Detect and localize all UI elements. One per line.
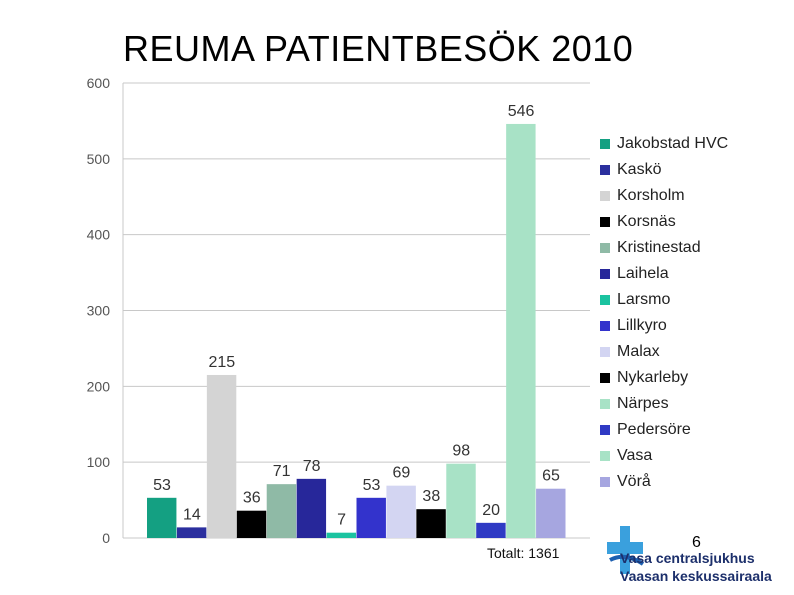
legend-label: Kaskö bbox=[617, 161, 662, 178]
y-tick-label: 400 bbox=[87, 227, 111, 243]
data-label: 14 bbox=[183, 506, 201, 523]
legend-item: Korsholm bbox=[600, 183, 728, 209]
legend-item: Kaskö bbox=[600, 157, 728, 183]
legend-label: Vasa bbox=[617, 447, 653, 464]
legend-swatch bbox=[600, 269, 610, 279]
legend-label: Nykarleby bbox=[617, 369, 689, 386]
legend-swatch bbox=[600, 139, 610, 149]
bar-peders-re bbox=[476, 522, 506, 538]
legend-swatch bbox=[600, 321, 610, 331]
total-label: Totalt: 1361 bbox=[487, 545, 560, 561]
bar-jakobstad-hvc bbox=[147, 497, 177, 538]
bar-nykarleby bbox=[416, 509, 446, 538]
bar-malax bbox=[386, 485, 416, 538]
bar-kask- bbox=[176, 527, 207, 538]
bar-laihela bbox=[296, 478, 327, 538]
legend-swatch bbox=[600, 243, 610, 253]
data-label: 546 bbox=[508, 103, 535, 120]
bar-larsmo bbox=[326, 532, 356, 538]
data-label: 38 bbox=[422, 488, 440, 505]
legend-swatch bbox=[600, 373, 610, 383]
legend-item: Laihela bbox=[600, 261, 728, 287]
legend-item: Larsmo bbox=[600, 287, 728, 313]
legend-swatch bbox=[600, 477, 610, 487]
legend-label: Malax bbox=[617, 343, 660, 360]
y-tick-label: 0 bbox=[102, 530, 110, 546]
legend-swatch bbox=[600, 165, 610, 175]
legend-item: Pedersöre bbox=[600, 417, 728, 443]
data-label: 65 bbox=[542, 468, 560, 485]
data-label: 98 bbox=[452, 443, 470, 460]
legend-swatch bbox=[600, 347, 610, 357]
legend-label: Korsnäs bbox=[617, 213, 676, 230]
data-label: 20 bbox=[482, 502, 500, 519]
logo-line-1: Vasa centralsjukhus bbox=[620, 550, 755, 566]
legend-swatch bbox=[600, 451, 610, 461]
legend-swatch bbox=[600, 295, 610, 305]
legend-item: Vasa bbox=[600, 443, 728, 469]
slide-number: 6 bbox=[692, 534, 701, 551]
legend: Jakobstad HVC Kaskö Korsholm Korsnäs Kristin… bbox=[600, 131, 728, 495]
legend-item: Vörå bbox=[600, 469, 728, 495]
logo-line-2: Vaasan keskussairaala bbox=[620, 568, 772, 584]
legend-swatch bbox=[600, 425, 610, 435]
legend-label: Pedersöre bbox=[617, 421, 691, 438]
legend-swatch bbox=[600, 399, 610, 409]
data-label: 53 bbox=[363, 477, 381, 494]
legend-label: Korsholm bbox=[617, 187, 685, 204]
y-axis-ticks: 0 100 200 300 400 500 600 bbox=[87, 75, 111, 546]
bar-kristinestad bbox=[266, 484, 297, 538]
legend-item: Korsnäs bbox=[600, 209, 728, 235]
y-tick-label: 600 bbox=[87, 75, 111, 91]
legend-item: Jakobstad HVC bbox=[600, 131, 728, 157]
data-label: 69 bbox=[392, 465, 410, 482]
legend-swatch bbox=[600, 191, 610, 201]
bar-n-rpes bbox=[446, 463, 476, 538]
legend-item: Malax bbox=[600, 339, 728, 365]
legend-label: Vörå bbox=[617, 473, 651, 490]
data-label: 215 bbox=[208, 354, 235, 371]
bar-korsn-s bbox=[236, 510, 267, 538]
y-tick-label: 100 bbox=[87, 454, 111, 470]
bar-v-r- bbox=[536, 488, 566, 538]
data-label: 78 bbox=[303, 458, 321, 475]
legend-item: Närpes bbox=[600, 391, 728, 417]
bar-vasa bbox=[506, 123, 536, 538]
bar-lillkyro bbox=[356, 497, 386, 538]
hospital-logo: Vasa centralsjukhus Vaasan keskussairaal… bbox=[605, 520, 790, 590]
legend-label: Lillkyro bbox=[617, 317, 667, 334]
legend-item: Kristinestad bbox=[600, 235, 728, 261]
data-labels: 53 14 215 36 71 78 7 53 69 38 98 20 546 65 bbox=[153, 103, 560, 529]
bars bbox=[147, 123, 566, 538]
legend-label: Jakobstad HVC bbox=[617, 135, 729, 152]
legend-label: Närpes bbox=[617, 395, 669, 412]
legend-swatch bbox=[600, 217, 610, 227]
data-label: 53 bbox=[153, 477, 171, 494]
y-tick-label: 300 bbox=[87, 303, 111, 319]
y-tick-label: 500 bbox=[87, 151, 111, 167]
cross-logo-icon bbox=[607, 526, 645, 574]
data-label: 7 bbox=[337, 512, 346, 529]
legend-item: Lillkyro bbox=[600, 313, 728, 339]
legend-item: Nykarleby bbox=[600, 365, 728, 391]
legend-label: Laihela bbox=[617, 265, 669, 282]
data-label: 71 bbox=[273, 463, 291, 480]
data-label: 36 bbox=[243, 490, 261, 507]
chart-title: REUMA PATIENTBESÖK 2010 bbox=[123, 28, 634, 69]
legend-label: Larsmo bbox=[617, 291, 671, 308]
y-tick-label: 200 bbox=[87, 378, 111, 394]
bar-korsholm bbox=[206, 374, 237, 538]
legend-label: Kristinestad bbox=[617, 239, 701, 256]
